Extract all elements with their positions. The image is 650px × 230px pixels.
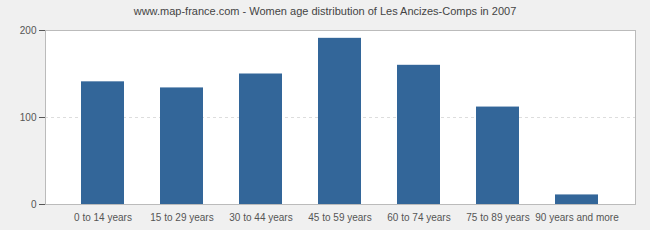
svg-text:0: 0: [31, 199, 37, 210]
svg-text:100: 100: [20, 112, 37, 123]
svg-text:30 to 44 years: 30 to 44 years: [229, 212, 292, 223]
svg-text:200: 200: [20, 25, 37, 36]
svg-text:75 to 89 years: 75 to 89 years: [466, 212, 529, 223]
html-text:www.map-france.com - Women age: www.map-france.com - Women age distribut…: [133, 5, 517, 17]
svg-text:0 to 14 years: 0 to 14 years: [74, 212, 132, 223]
svg-text:15 to 29 years: 15 to 29 years: [150, 212, 213, 223]
svg-text:45 to 59 years: 45 to 59 years: [308, 212, 371, 223]
svg-text:60 to 74 years: 60 to 74 years: [387, 212, 450, 223]
svg-text:90 years and more: 90 years and more: [535, 212, 619, 223]
